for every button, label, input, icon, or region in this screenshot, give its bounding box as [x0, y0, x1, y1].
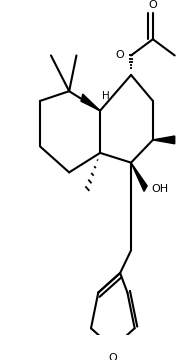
- Text: O: O: [108, 352, 117, 360]
- Text: O: O: [115, 50, 124, 60]
- Text: H: H: [102, 91, 110, 101]
- Polygon shape: [131, 163, 147, 192]
- Polygon shape: [153, 136, 175, 144]
- Polygon shape: [81, 94, 100, 111]
- Text: O: O: [149, 0, 157, 10]
- Text: OH: OH: [151, 184, 168, 194]
